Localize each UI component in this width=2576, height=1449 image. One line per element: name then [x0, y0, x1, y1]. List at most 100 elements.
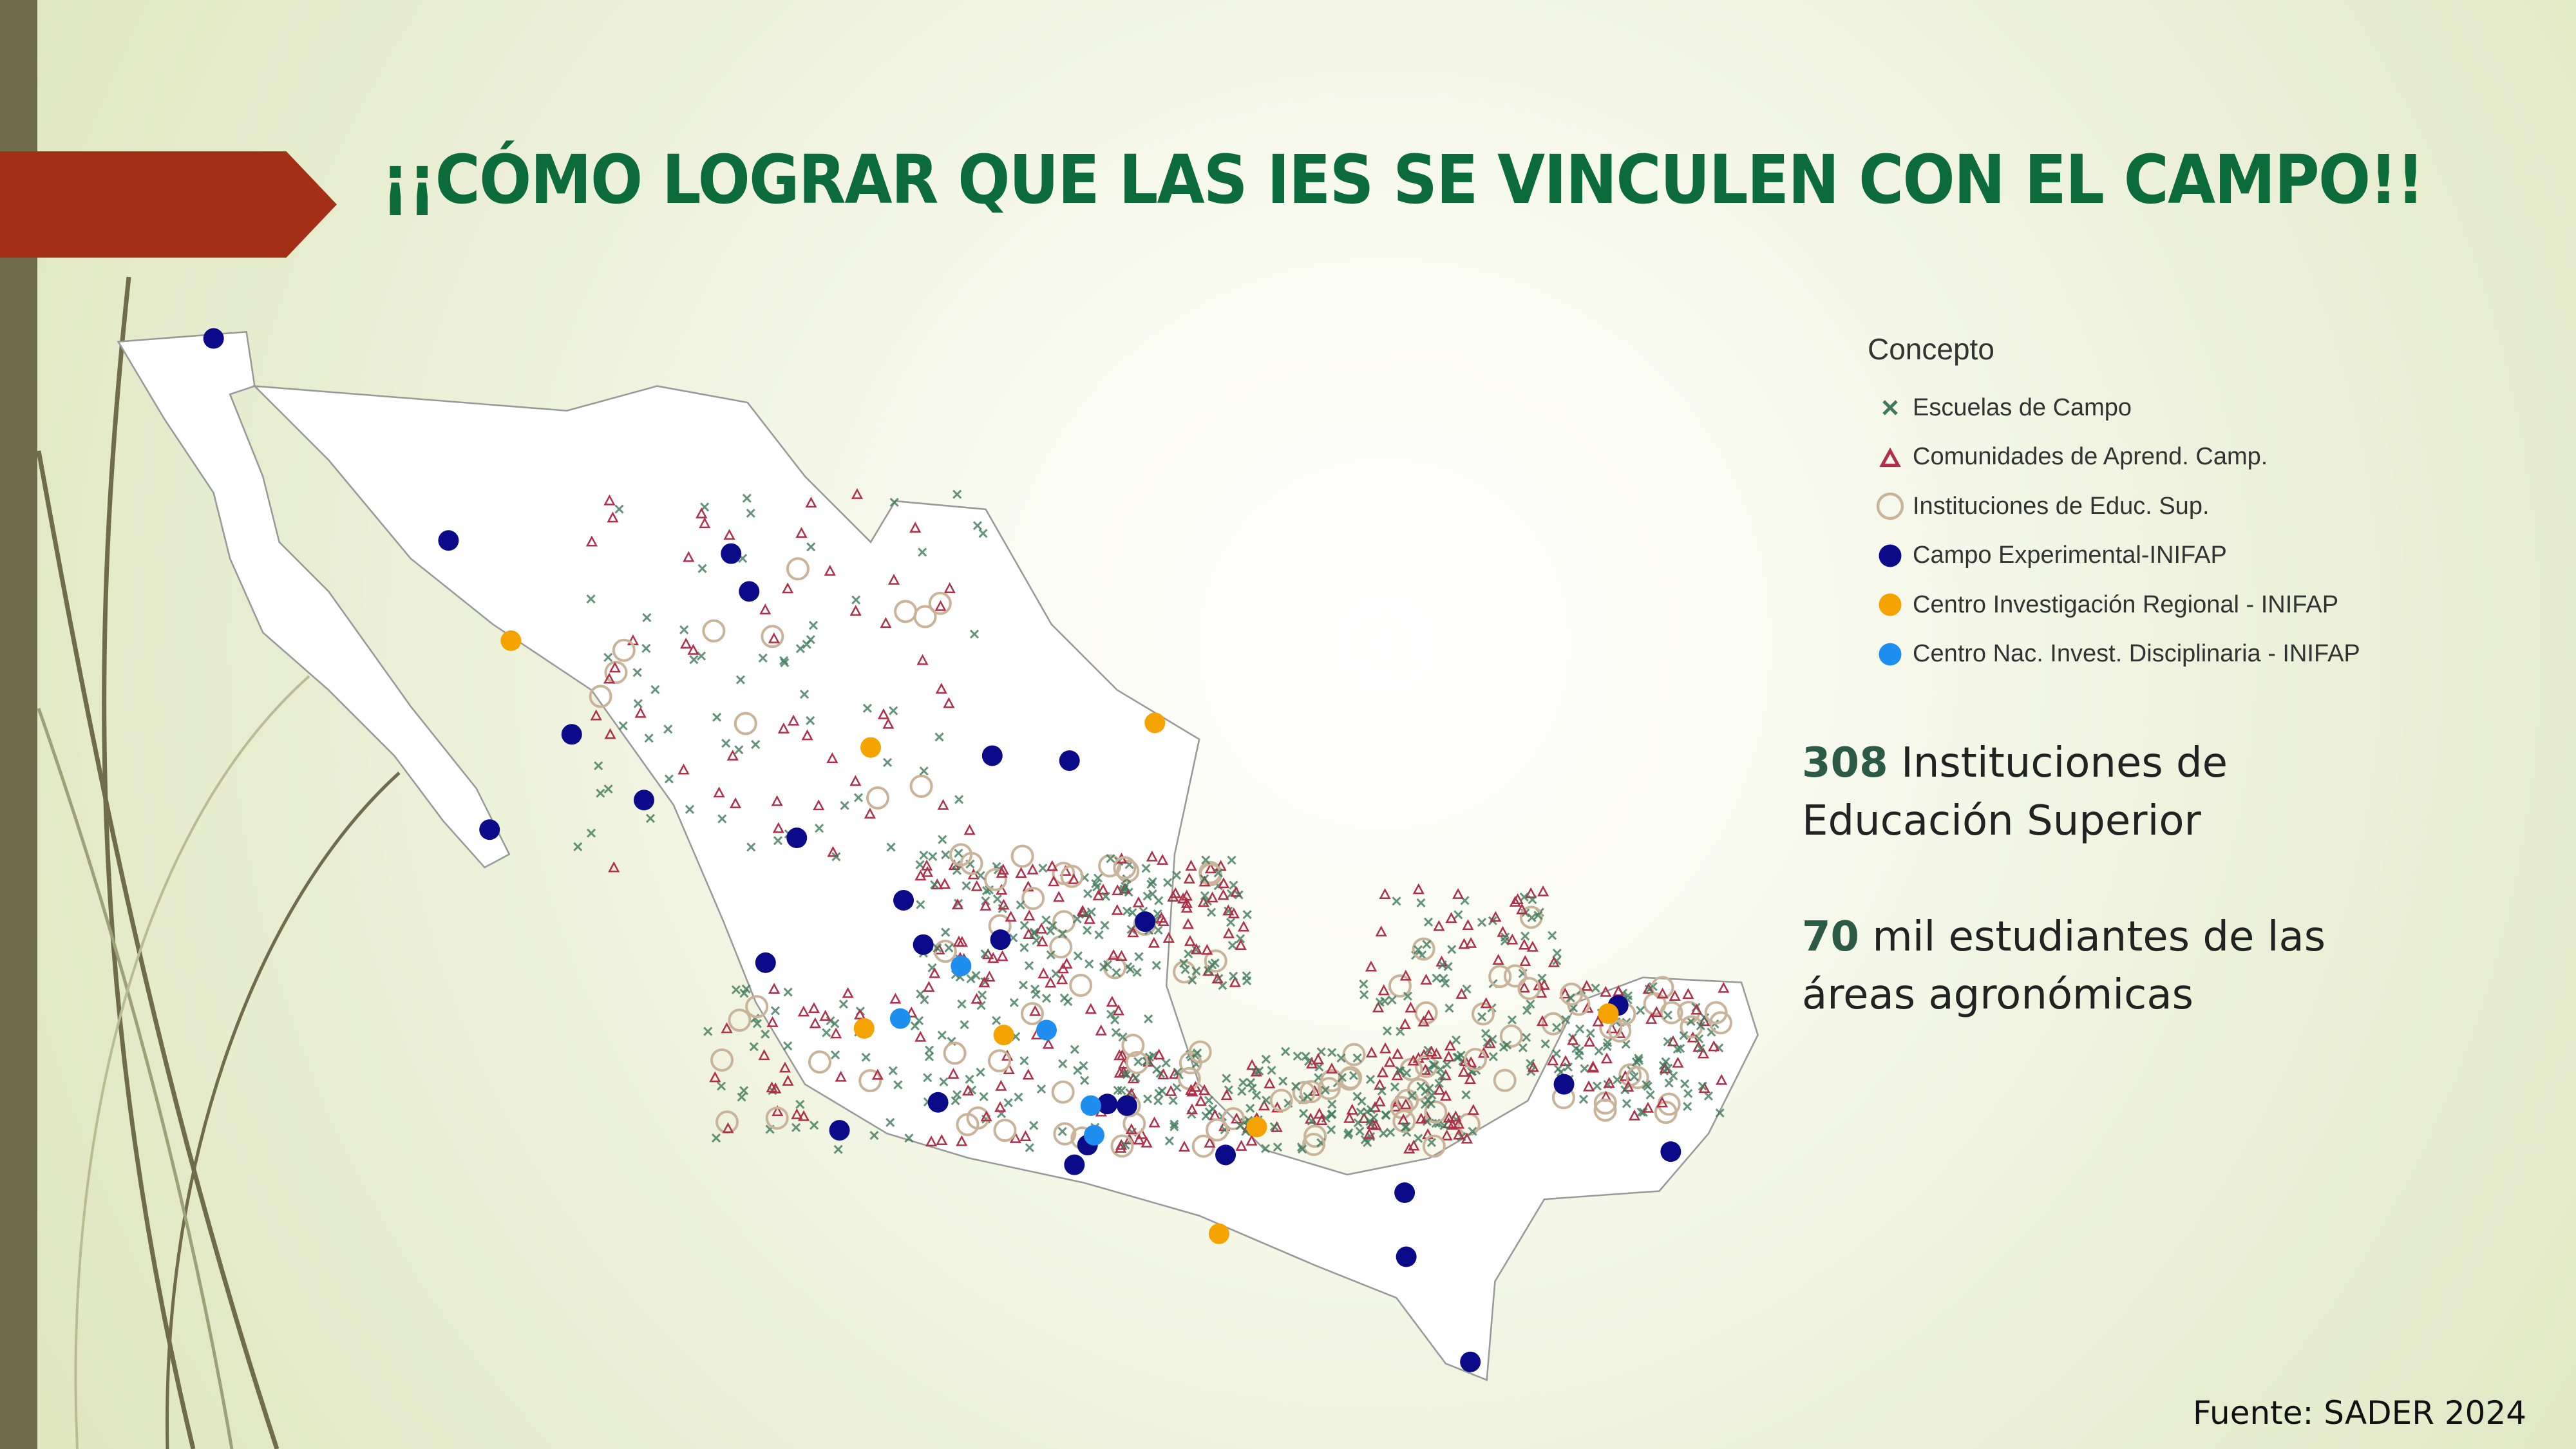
comunidad-marker — [1415, 1112, 1427, 1124]
escuela-marker — [1260, 1144, 1271, 1153]
comunidad-marker — [1042, 1037, 1054, 1049]
escuela-marker — [1009, 998, 1019, 1007]
escuela-marker — [1575, 1024, 1585, 1034]
escuela-marker — [984, 885, 994, 895]
ies-marker — [1069, 973, 1093, 997]
campo-experimental-marker — [829, 1120, 850, 1141]
ies-marker — [1339, 1066, 1363, 1090]
escuela-marker — [1234, 890, 1244, 900]
escuela-marker — [1267, 1066, 1276, 1075]
escuela-marker — [1106, 854, 1115, 864]
ies-marker — [913, 605, 937, 629]
escuela-marker — [1394, 1066, 1404, 1075]
escuela-marker — [1070, 1045, 1079, 1054]
escuela-marker — [1537, 973, 1547, 983]
centro-regional-marker — [1246, 1116, 1267, 1137]
legend-label: Escuelas de Campo — [1913, 393, 2132, 421]
comunidad-marker — [1035, 922, 1048, 934]
comunidad-marker — [1182, 918, 1194, 929]
escuela-marker — [1045, 926, 1056, 936]
comunidad-marker — [1186, 1085, 1198, 1097]
ies-marker — [765, 1106, 789, 1130]
comunidad-marker — [1434, 1083, 1446, 1095]
escuela-marker — [938, 835, 947, 844]
campo-experimental-marker — [1660, 1141, 1681, 1162]
escuela-marker — [1029, 929, 1039, 938]
comunidad-marker — [1518, 938, 1530, 950]
escuela-marker — [833, 1144, 843, 1154]
escuela-marker — [1403, 991, 1412, 1001]
comunidad-marker — [1379, 1042, 1392, 1054]
comunidad-marker — [1185, 859, 1197, 871]
escuela-marker — [1355, 1126, 1365, 1136]
escuela-marker — [1676, 1043, 1685, 1054]
comunidad-marker — [1645, 1013, 1658, 1024]
ies-marker — [1424, 1100, 1448, 1124]
campo-experimental-marker — [1064, 1154, 1085, 1175]
escuela-marker — [831, 852, 841, 862]
comunidad-marker — [770, 1082, 782, 1094]
escuela-marker — [573, 842, 583, 851]
escuela-marker — [1642, 1080, 1651, 1090]
comunidad-marker — [1582, 1080, 1595, 1092]
escuela-marker — [1444, 1003, 1454, 1013]
comunidad-marker — [1237, 920, 1250, 932]
escuela-marker — [717, 814, 727, 824]
escuela-marker — [840, 800, 849, 810]
escuela-marker — [1462, 984, 1472, 994]
centro-regional-marker — [853, 1018, 875, 1039]
campo-experimental-marker — [893, 889, 914, 911]
escuela-marker — [1131, 1073, 1141, 1083]
escuela-marker — [1507, 1015, 1517, 1025]
escuela-marker — [1563, 1062, 1573, 1072]
comunidad-marker — [782, 582, 794, 594]
escuela-marker — [642, 613, 652, 623]
comunidad-marker — [1399, 1018, 1411, 1030]
escuela-marker — [806, 542, 816, 552]
escuela-marker — [1298, 1144, 1307, 1154]
escuela-marker — [1051, 969, 1061, 979]
escuela-marker — [1083, 925, 1092, 935]
comunidad-marker — [1019, 1130, 1032, 1141]
campo-experimental-marker — [721, 543, 742, 564]
escuela-marker — [1041, 994, 1052, 1003]
comunidad-marker — [1407, 1054, 1419, 1066]
slide-title: ¡¡CÓMO LOGRAR QUE LAS IES SE VINCULEN CO… — [381, 140, 2425, 219]
escuela-marker — [1229, 971, 1238, 981]
escuela-marker — [1387, 995, 1397, 1005]
comunidad-marker — [1477, 1046, 1490, 1058]
escuela-marker — [960, 1020, 969, 1030]
comunidad-marker — [1374, 1095, 1386, 1106]
escuela-marker — [1237, 1086, 1247, 1096]
ies-marker — [983, 867, 1007, 891]
escuela-marker — [1200, 891, 1209, 900]
ies-marker — [745, 995, 769, 1019]
ies-marker — [715, 1110, 739, 1134]
ies-marker — [993, 1119, 1017, 1142]
escuela-marker — [1111, 1028, 1121, 1037]
escuela-marker — [1468, 1126, 1477, 1136]
campo-experimental-marker — [1553, 1074, 1575, 1095]
comunidad-marker — [1453, 1128, 1465, 1140]
comunidad-marker — [937, 799, 949, 810]
comunidad-marker — [956, 1135, 968, 1146]
ies-marker — [1121, 1034, 1145, 1057]
campo-experimental-marker — [1097, 1094, 1118, 1115]
escuela-marker — [1086, 907, 1096, 917]
escuela-marker — [1427, 1090, 1437, 1100]
comunidad-marker — [1325, 1063, 1338, 1074]
escuela-marker — [1118, 1032, 1128, 1042]
escuela-marker — [810, 1121, 819, 1130]
comunidad-marker — [1682, 988, 1694, 999]
escuela-marker — [716, 1081, 726, 1091]
ies-marker — [1625, 1066, 1649, 1090]
comunidad-marker — [1313, 1108, 1325, 1119]
comunidad-marker — [995, 1079, 1007, 1091]
escuela-marker — [721, 739, 731, 748]
comunidad-marker — [1452, 1117, 1465, 1129]
ies-marker — [1116, 859, 1140, 883]
comunidad-marker — [1015, 867, 1027, 878]
ies-marker — [1125, 1051, 1149, 1075]
escuela-marker — [1594, 1046, 1604, 1056]
comunidad-marker — [1672, 1056, 1684, 1068]
